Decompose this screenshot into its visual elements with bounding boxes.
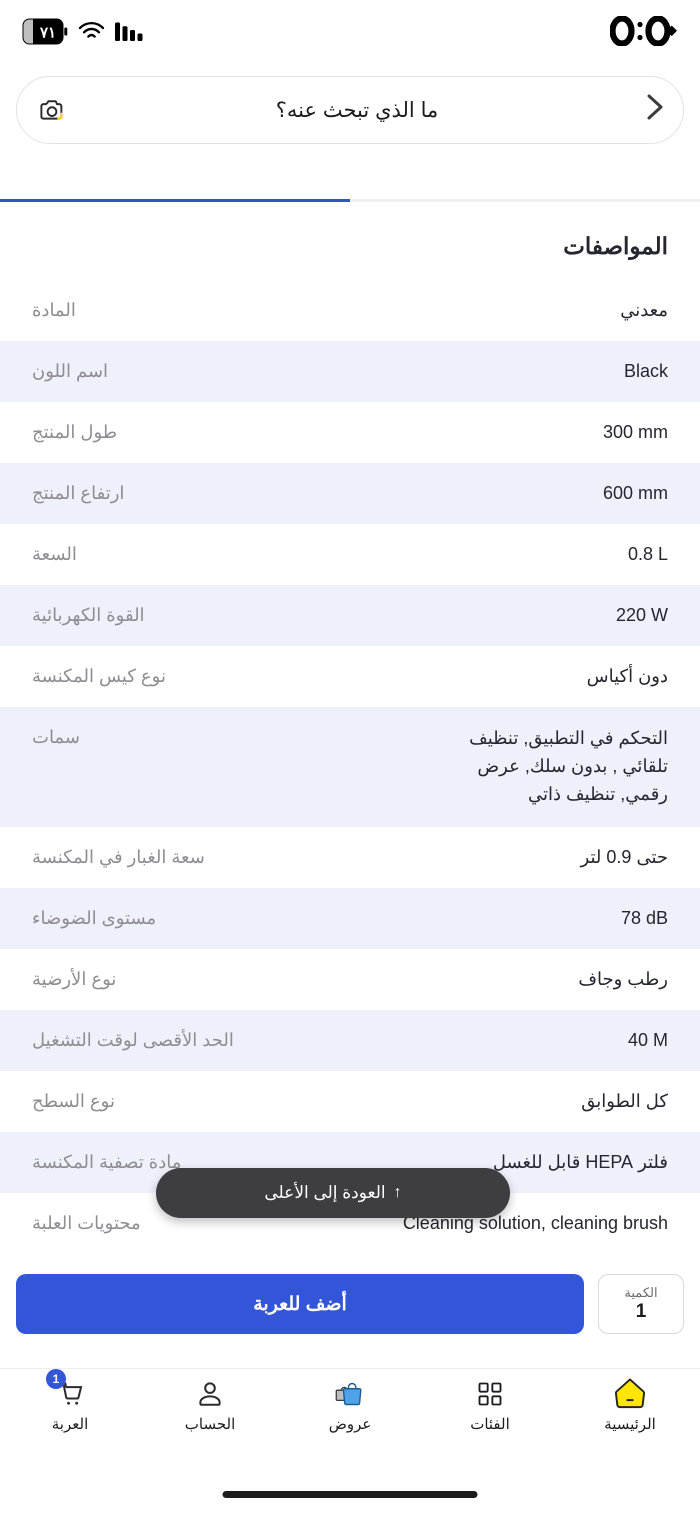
svg-text:٧١: ٧١ bbox=[39, 24, 56, 41]
